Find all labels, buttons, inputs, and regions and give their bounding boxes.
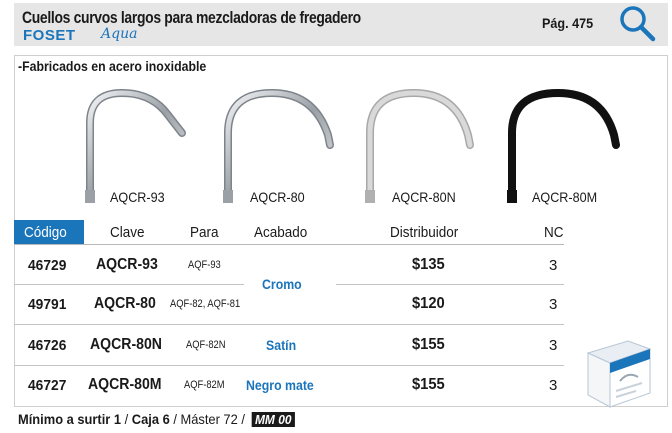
codigo-header-bg: [14, 220, 84, 244]
product-name: AQCR-80: [250, 189, 305, 205]
page-title: Cuellos curvos largos para mezcladoras d…: [22, 8, 361, 27]
footer-minimo: Mínimo a surtir 1: [18, 411, 122, 427]
faucet-image-aqcr-93: [85, 88, 186, 203]
product-name: AQCR-80M: [532, 189, 598, 205]
product-name: AQCR-93: [110, 189, 165, 205]
cell-nc: 3: [549, 337, 558, 354]
faucet-image-aqcr-80m: [507, 88, 620, 203]
header-divider: [14, 244, 564, 245]
section-subtitle: -Fabricados en acero inoxidable: [18, 58, 207, 74]
brand-sub-logo: Aqua: [101, 26, 138, 42]
row-divider: [14, 324, 564, 325]
search-icon[interactable]: [616, 3, 658, 43]
cell-para: AQF-82N: [186, 339, 226, 351]
page-number: Pág. 475: [542, 15, 594, 31]
product-name: AQCR-80N: [392, 189, 456, 205]
cell-nc: 3: [549, 257, 558, 274]
cell-clave: AQCR-80: [94, 295, 156, 312]
brand-logo: FOSET: [23, 27, 76, 44]
row-divider: [14, 284, 244, 285]
footer-master: Máster 72: [180, 411, 238, 427]
column-header-nc: NC: [544, 224, 564, 241]
cell-distribuidor: $155: [412, 336, 445, 353]
cell-distribuidor: $120: [412, 295, 445, 312]
product-box-image: [586, 340, 652, 408]
column-header-acabado: Acabado: [254, 224, 308, 241]
header-bar: Cuellos curvos largos para mezcladoras d…: [14, 3, 668, 46]
cell-codigo: 46726: [28, 337, 67, 354]
column-header-distribuidor: Distribuidor: [390, 224, 459, 241]
cell-clave: AQCR-80N: [90, 336, 162, 353]
cell-acabado: Negro mate: [246, 377, 314, 393]
finish-cromo: Cromo: [262, 276, 302, 292]
cell-clave: AQCR-80M: [88, 376, 162, 393]
cell-nc: 3: [549, 296, 558, 313]
footer-packaging: Mínimo a surtir 1 / Caja 6 / Máster 72 /…: [18, 411, 296, 427]
faucet-image-aqcr-80: [223, 88, 334, 203]
mm-badge: MM 00: [251, 412, 296, 427]
cell-acabado: Satín: [266, 337, 297, 353]
faucet-image-aqcr-80n: [365, 88, 474, 203]
cell-para: AQF-93: [188, 259, 221, 271]
row-divider: [336, 284, 564, 285]
cell-nc: 3: [549, 377, 558, 394]
column-header-para: Para: [190, 224, 219, 241]
cell-para: AQF-82M: [184, 379, 225, 391]
cell-para: AQF-82, AQF-81: [170, 298, 241, 310]
footer-caja: Caja 6: [131, 411, 170, 427]
cell-codigo: 46729: [28, 257, 67, 274]
cell-clave: AQCR-93: [96, 256, 158, 273]
cell-codigo: 49791: [28, 296, 67, 313]
column-header-codigo: Código: [24, 224, 67, 241]
row-divider: [14, 365, 564, 366]
cell-distribuidor: $155: [412, 376, 445, 393]
cell-codigo: 46727: [28, 377, 67, 394]
column-header-clave: Clave: [110, 224, 145, 241]
cell-distribuidor: $135: [412, 256, 445, 273]
